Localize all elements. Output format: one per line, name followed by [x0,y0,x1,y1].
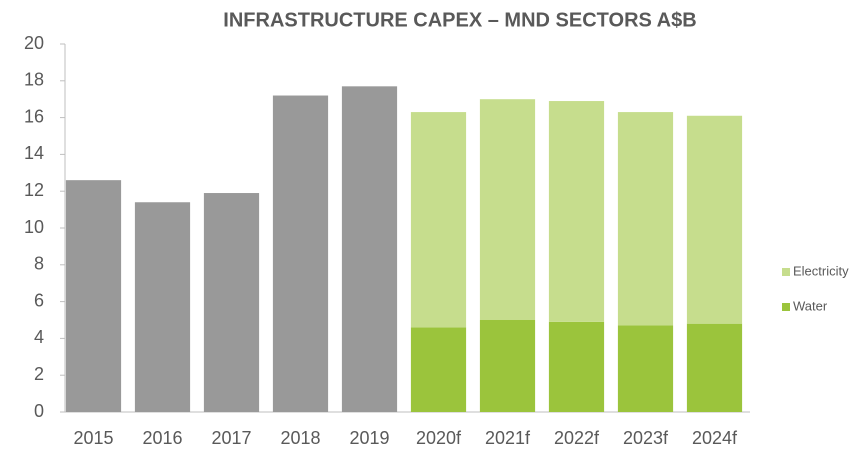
x-tick-label: 2021f [485,428,531,448]
bar-segment [341,86,398,412]
bar-segment [479,99,536,320]
y-tick-label: 2 [34,364,44,384]
y-tick-label: 10 [24,217,44,237]
bar-segment [272,95,329,413]
y-tick-label: 18 [24,70,44,90]
bar-segment [65,180,122,412]
bar-segment [410,327,467,412]
bar-segment [410,112,467,328]
x-tick-label: 2023f [623,428,669,448]
y-tick-label: 8 [34,254,44,274]
bar-segment [617,325,674,412]
bar-segment [548,101,605,322]
y-tick-label: 0 [34,401,44,421]
x-tick-label: 2018 [280,428,320,448]
bar-segment [686,323,743,412]
x-tick-label: 2020f [416,428,462,448]
legend-swatch [782,268,790,276]
x-tick-label: 2024f [692,428,738,448]
bar-segment [548,321,605,412]
y-tick-label: 20 [24,33,44,53]
bar-segment [686,115,743,324]
legend-label: Water [793,298,828,313]
x-tick-label: 2019 [349,428,389,448]
x-tick-label: 2022f [554,428,600,448]
y-tick-label: 6 [34,290,44,310]
bar-segment [134,202,191,412]
x-tick-label: 2015 [73,428,113,448]
y-tick-label: 14 [24,143,44,163]
x-tick-label: 2016 [142,428,182,448]
bar-segment [479,320,536,412]
y-tick-label: 16 [24,106,44,126]
bar-segment [203,193,260,412]
y-tick-label: 12 [24,180,44,200]
legend-swatch [782,303,790,311]
x-tick-label: 2017 [211,428,251,448]
legend-label: Electricity [793,263,849,278]
chart-title: INFRASTRUCTURE CAPEX – MND SECTORS A$B [223,9,696,31]
bar-segment [617,112,674,326]
y-tick-label: 4 [34,327,44,347]
